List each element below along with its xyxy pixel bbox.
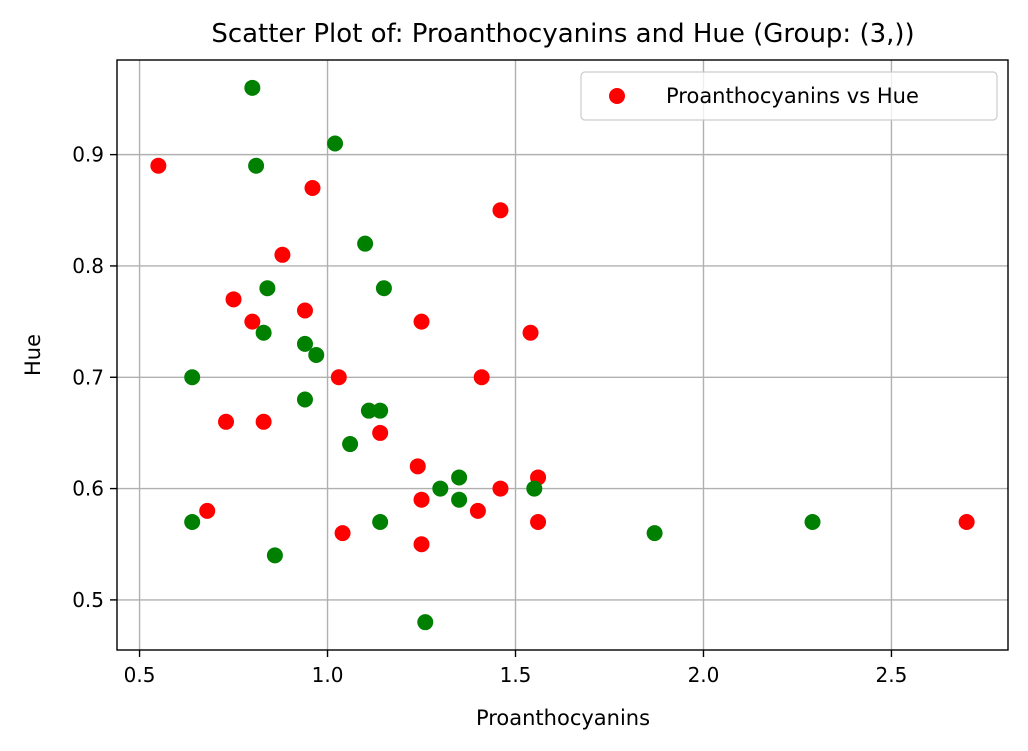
y-tick-label: 0.9 bbox=[72, 143, 104, 167]
data-point-series-0 bbox=[958, 513, 975, 530]
data-point-series-1 bbox=[259, 280, 276, 297]
data-point-series-1 bbox=[184, 513, 201, 530]
data-point-series-1 bbox=[526, 480, 543, 497]
legend-label: Proanthocyanins vs Hue bbox=[666, 84, 919, 108]
data-point-series-0 bbox=[244, 313, 261, 330]
y-tick-label: 0.5 bbox=[72, 588, 104, 612]
data-point-series-0 bbox=[409, 458, 426, 475]
grid-lines bbox=[117, 60, 1008, 650]
y-tick-label: 0.6 bbox=[72, 477, 104, 501]
data-point-series-0 bbox=[413, 491, 430, 508]
data-point-series-0 bbox=[413, 536, 430, 553]
data-point-series-0 bbox=[372, 424, 389, 441]
data-point-series-0 bbox=[492, 202, 509, 219]
data-point-series-0 bbox=[304, 180, 321, 197]
data-point-series-0 bbox=[530, 513, 547, 530]
legend-marker bbox=[609, 88, 625, 104]
data-point-series-1 bbox=[432, 480, 449, 497]
data-point-series-1 bbox=[342, 436, 359, 453]
data-point-series-0 bbox=[492, 480, 509, 497]
data-point-series-0 bbox=[469, 502, 486, 519]
data-point-series-0 bbox=[150, 157, 167, 174]
data-point-series-0 bbox=[199, 502, 216, 519]
data-point-series-0 bbox=[296, 302, 313, 319]
data-point-series-1 bbox=[375, 280, 392, 297]
data-point-series-1 bbox=[327, 135, 344, 152]
data-point-series-1 bbox=[451, 469, 468, 486]
x-axis-label: Proanthocyanins bbox=[476, 706, 650, 730]
data-point-series-1 bbox=[357, 235, 374, 252]
legend: Proanthocyanins vs Hue bbox=[580, 71, 998, 121]
data-point-series-1 bbox=[248, 157, 265, 174]
data-points bbox=[150, 79, 975, 631]
data-point-series-1 bbox=[266, 547, 283, 564]
data-point-series-0 bbox=[274, 246, 291, 263]
data-point-series-1 bbox=[646, 525, 663, 542]
data-point-series-0 bbox=[522, 324, 539, 341]
data-point-series-1 bbox=[372, 402, 389, 419]
y-axis-label: Hue bbox=[21, 334, 45, 376]
data-point-series-0 bbox=[330, 369, 347, 386]
x-tick-label: 0.5 bbox=[124, 663, 156, 687]
data-point-series-1 bbox=[255, 324, 272, 341]
x-tick-label: 1.0 bbox=[312, 663, 344, 687]
data-point-series-0 bbox=[473, 369, 490, 386]
data-point-series-0 bbox=[413, 313, 430, 330]
legend-box bbox=[580, 71, 998, 121]
data-point-series-1 bbox=[308, 347, 325, 363]
plot-frame bbox=[116, 59, 1009, 651]
data-point-series-1 bbox=[372, 513, 389, 530]
data-point-series-1 bbox=[451, 491, 468, 508]
y-tick-label: 0.7 bbox=[72, 365, 104, 389]
data-point-series-1 bbox=[296, 335, 313, 352]
axis-ticks: 0.5 1.0 1.5 2.0 2.5 0.5 0.6 0.7 0.8 0.9 bbox=[72, 143, 907, 687]
data-point-series-1 bbox=[244, 79, 261, 96]
data-point-series-1 bbox=[417, 614, 434, 631]
x-tick-label: 2.5 bbox=[876, 663, 908, 687]
data-point-series-1 bbox=[804, 513, 821, 530]
data-point-series-1 bbox=[184, 369, 201, 386]
x-tick-label: 2.0 bbox=[688, 663, 720, 687]
data-point-series-1 bbox=[360, 402, 377, 419]
data-point-series-0 bbox=[225, 291, 242, 308]
data-point-series-0 bbox=[255, 413, 272, 430]
x-tick-label: 1.5 bbox=[500, 663, 532, 687]
chart-title: Scatter Plot of: Proanthocyanins and Hue… bbox=[211, 19, 914, 49]
data-point-series-0 bbox=[334, 525, 351, 542]
data-point-series-1 bbox=[296, 391, 313, 408]
data-point-series-0 bbox=[218, 413, 235, 430]
y-tick-label: 0.8 bbox=[72, 254, 104, 278]
